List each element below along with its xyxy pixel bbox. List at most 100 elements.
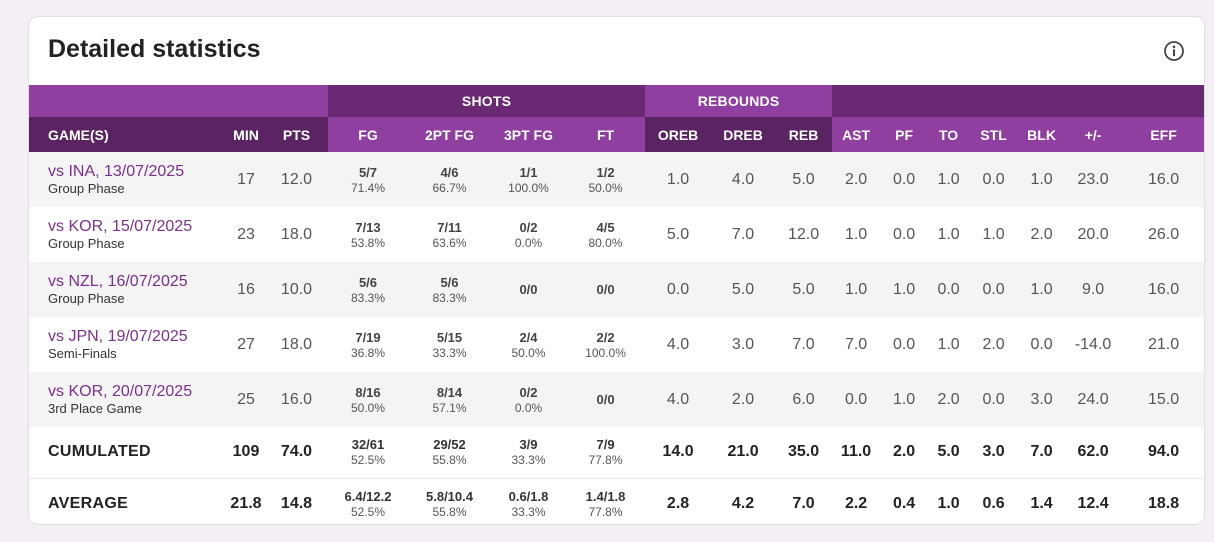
game-link[interactable]: vs JPN, 19/07/2025 xyxy=(48,328,188,345)
min-cell: 25 xyxy=(227,372,265,427)
ft-made-attempted: 0/0 xyxy=(596,282,615,297)
col-header-games[interactable]: GAME(S) xyxy=(29,117,227,152)
col-header-stl[interactable]: STL xyxy=(969,117,1019,152)
col-header-blk[interactable]: BLK xyxy=(1018,117,1066,152)
ft-percentage: 77.8% xyxy=(588,453,623,468)
fg-cell: 8/16 50.0% xyxy=(328,372,408,427)
col-header-pf[interactable]: PF xyxy=(880,117,929,152)
col-header-pts[interactable]: PTS xyxy=(265,117,328,152)
fg3-cell: 0.6/1.8 33.3% xyxy=(491,477,566,524)
pm-cell: 24.0 xyxy=(1065,372,1122,427)
eff-cell: 18.8 xyxy=(1121,477,1204,524)
col-header-min[interactable]: MIN xyxy=(227,117,265,152)
cumulated-label: CUMULATED xyxy=(48,443,151,461)
fg2-made-attempted: 4/6 xyxy=(440,164,459,180)
col-header-plus-minus[interactable]: +/- xyxy=(1065,117,1122,152)
game-link[interactable]: vs NZL, 16/07/2025 xyxy=(48,273,188,290)
dreb-cell: 7.0 xyxy=(731,225,755,243)
fg-percentage: 50.0% xyxy=(350,400,386,415)
fg2-percentage: 66.7% xyxy=(432,180,467,195)
ft-made-attempted: 7/9 xyxy=(596,437,615,453)
fg3-percentage: 33.3% xyxy=(511,504,546,519)
blk-cell: 3.0 xyxy=(1018,372,1066,427)
col-header-to[interactable]: TO xyxy=(928,117,970,152)
col-header-reb[interactable]: REB xyxy=(775,117,833,152)
average-row: AVERAGE 21.8 14.8 6.4/12.2 52.5% 5.8/10.4 55.8… xyxy=(29,477,1204,524)
col-header-3pt-fg[interactable]: 3PT FG xyxy=(491,117,566,152)
fg3-percentage: 50.0% xyxy=(511,345,546,360)
to-cell: 1.0 xyxy=(937,335,960,353)
game-link[interactable]: vs INA, 13/07/2025 xyxy=(48,163,185,180)
fg3-made-attempted: 1/1 xyxy=(519,164,538,180)
game-link[interactable]: vs KOR, 20/07/2025 xyxy=(48,383,193,400)
eff-cell: 26.0 xyxy=(1147,225,1180,243)
fg-cell: 6.4/12.2 52.5% xyxy=(328,477,408,524)
min-cell: 21.8 xyxy=(227,477,265,524)
fg-made-attempted: 5/6 xyxy=(358,274,378,290)
table-row: vs INA, 13/07/2025 Group Phase 17 12.0 5/7 71… xyxy=(29,152,1204,207)
min-cell: 109 xyxy=(232,443,260,461)
col-header-oreb[interactable]: OREB xyxy=(645,117,712,152)
fg3-cell: 1/1 100.0% xyxy=(491,152,566,207)
col-header-ft[interactable]: FT xyxy=(566,117,646,152)
fg-cell: 5/7 71.4% xyxy=(328,152,408,207)
stl-cell: 2.0 xyxy=(982,335,1005,353)
col-header-eff[interactable]: EFF xyxy=(1121,117,1204,152)
col-header-ast[interactable]: AST xyxy=(832,117,881,152)
fg3-cell: 0/2 0.0% xyxy=(491,372,566,427)
col-header-dreb[interactable]: DREB xyxy=(711,117,776,152)
to-cell: 5.0 xyxy=(937,443,960,461)
fg2-cell: 7/11 63.6% xyxy=(408,207,491,262)
column-header-row: GAME(S) MIN PTS FG 2PT FG 3PT FG FT OREB… xyxy=(29,117,1204,152)
ft-made-attempted: 2/2 xyxy=(596,329,615,345)
reb-cell: 35.0 xyxy=(787,443,820,461)
game-phase: Group Phase xyxy=(48,291,125,306)
col-header-fg[interactable]: FG xyxy=(328,117,408,152)
col-header-2pt-fg[interactable]: 2PT FG xyxy=(408,117,491,152)
blk-cell: 1.0 xyxy=(1018,262,1066,317)
fg2-percentage: 55.8% xyxy=(432,453,467,468)
ft-percentage: 50.0% xyxy=(588,180,623,195)
fg-made-attempted: 8/16 xyxy=(355,384,381,400)
fg-percentage: 36.8% xyxy=(350,345,386,360)
game-link[interactable]: vs KOR, 15/07/2025 xyxy=(48,218,193,235)
ft-made-attempted: 1/2 xyxy=(596,164,615,180)
ft-cell: 2/2 100.0% xyxy=(566,317,645,372)
oreb-cell: 1.0 xyxy=(645,152,712,207)
group-header-blank xyxy=(29,85,328,117)
ast-cell: 2.0 xyxy=(832,152,881,207)
fg-made-attempted: 7/19 xyxy=(355,329,381,345)
dreb-cell: 4.2 xyxy=(711,477,776,524)
game-cell: vs KOR, 15/07/2025 Group Phase xyxy=(29,207,227,262)
stl-cell: 0.0 xyxy=(969,372,1019,427)
cumulated-row: CUMULATED 109 74.0 32/61 52.5% 29/52 55.8% 3/9 3… xyxy=(29,427,1204,478)
reb-cell: 7.0 xyxy=(775,477,833,524)
ast-cell: 2.2 xyxy=(832,477,881,524)
table-row: vs NZL, 16/07/2025 Group Phase 16 10.0 5/6 83… xyxy=(29,262,1204,317)
fg3-percentage: 33.3% xyxy=(511,453,546,468)
pm-cell: 12.4 xyxy=(1065,477,1122,524)
ft-cell: 4/5 80.0% xyxy=(566,207,645,262)
to-cell: 1.0 xyxy=(928,152,970,207)
fg2-made-attempted: 5/6 xyxy=(440,274,459,290)
fg3-made-attempted: 3/9 xyxy=(519,437,538,453)
stats-table: SHOTS REBOUNDS GAME(S) MIN PTS FG 2PT FG… xyxy=(29,85,1204,524)
to-cell: 0.0 xyxy=(928,262,970,317)
fg-cell: 5/6 83.3% xyxy=(328,262,408,317)
fg3-made-attempted: 2/4 xyxy=(519,329,538,345)
pts-cell: 18.0 xyxy=(280,335,313,353)
fg3-made-attempted: 0.6/1.8 xyxy=(508,488,549,504)
pm-cell: 9.0 xyxy=(1065,262,1122,317)
pf-cell: 0.4 xyxy=(880,477,929,524)
ast-cell: 7.0 xyxy=(844,335,868,353)
min-cell: 27 xyxy=(237,335,255,353)
pf-cell: 0.0 xyxy=(892,335,916,353)
pts-cell: 18.0 xyxy=(280,225,313,243)
reb-cell: 5.0 xyxy=(775,262,833,317)
oreb-cell: 14.0 xyxy=(662,443,694,461)
oreb-cell: 4.0 xyxy=(645,372,712,427)
fg-percentage: 52.5% xyxy=(350,504,386,519)
pf-cell: 0.0 xyxy=(892,225,916,243)
info-circle-icon[interactable] xyxy=(1163,40,1185,62)
table-row: vs KOR, 20/07/2025 3rd Place Game 25 16.0 8/… xyxy=(29,372,1204,427)
